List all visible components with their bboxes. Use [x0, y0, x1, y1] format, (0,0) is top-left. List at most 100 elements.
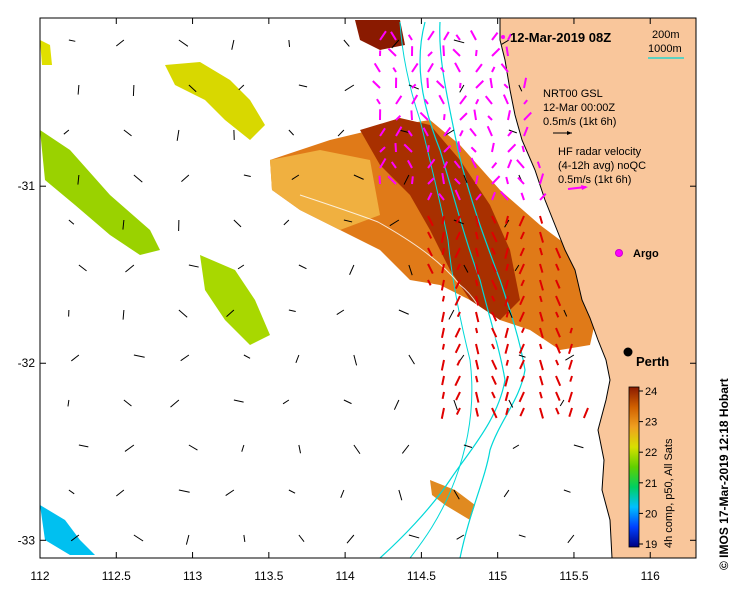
radar-vector [520, 279, 525, 287]
radar-vector [518, 391, 525, 403]
radar-vector [518, 263, 525, 275]
radar-vector [555, 375, 562, 387]
model-vector [225, 489, 235, 497]
radar-vector [470, 157, 477, 169]
radar-vector [427, 51, 433, 57]
radar-vector [394, 143, 397, 153]
radar-vector [443, 114, 446, 121]
radar-vector [520, 327, 525, 334]
radar-vector [419, 111, 429, 121]
radar-vector [442, 45, 445, 57]
radar-vector [475, 311, 480, 323]
radar-vector [376, 98, 381, 105]
radar-vector [489, 77, 493, 89]
radar-vector [411, 176, 414, 185]
radar-vector [423, 98, 429, 105]
radar-vector [475, 49, 478, 57]
radar-vector [427, 263, 434, 275]
radar-vector [504, 327, 509, 339]
argo-label: Argo [633, 248, 659, 260]
radar-vector [440, 407, 445, 419]
model-vector [343, 399, 352, 405]
x-tick-label: 115.5 [559, 569, 588, 583]
radar-vector [507, 110, 511, 121]
model-vector [408, 354, 415, 365]
radar-vector [470, 30, 477, 41]
radar-vector [555, 247, 562, 259]
model-vector [463, 174, 468, 184]
radar-vector [456, 311, 461, 318]
radar-vector [475, 231, 479, 240]
radar-vector [407, 159, 413, 169]
model-vector [231, 39, 235, 50]
radar-vector [390, 31, 397, 41]
radar-vector [475, 80, 485, 89]
radar-vector [459, 82, 462, 89]
radar-vector [539, 263, 544, 273]
radar-vector [390, 161, 397, 169]
x-tick-label: 112 [30, 569, 49, 583]
radar-vector [443, 161, 449, 169]
model-legend-line3: 0.5m/s (1kt 6h) [543, 116, 616, 128]
radar-vector [536, 161, 541, 169]
radar-vector [555, 391, 561, 401]
model-vector [349, 264, 355, 275]
radar-vector [373, 62, 381, 73]
radar-vector [475, 359, 480, 370]
model-vector [133, 354, 145, 358]
radar-vector [484, 95, 493, 105]
radar-vector [491, 247, 496, 255]
radar-vector [455, 407, 461, 416]
radar-vector [505, 407, 509, 416]
radar-vector [427, 192, 433, 201]
model-vector [122, 219, 125, 230]
model-vector [170, 399, 180, 408]
sst-patch-corner [40, 40, 52, 65]
radar-vector [475, 375, 479, 383]
model-vector [518, 354, 526, 358]
radar-vector [454, 189, 461, 201]
model-vector [343, 219, 353, 223]
radar-vector [519, 231, 525, 240]
argo-float-marker [615, 249, 623, 257]
model-vector [237, 264, 245, 270]
radar-vector [539, 295, 543, 303]
radar-vector [491, 375, 497, 385]
model-vector [77, 174, 80, 185]
radar-vector [427, 158, 436, 169]
model-vector [353, 444, 361, 455]
model-vector [337, 129, 345, 137]
radar-vector [379, 127, 386, 137]
radar-vector [504, 375, 509, 387]
bathymetry-200m [439, 21, 526, 559]
radar-vector [504, 247, 509, 259]
model-vector [298, 264, 307, 270]
radar-vector [427, 279, 432, 286]
x-tick-label: 113.5 [254, 569, 283, 583]
y-tick-label: -33 [18, 533, 36, 547]
radar-vector [518, 343, 525, 354]
radar-vector [453, 160, 461, 169]
model-vector [398, 129, 410, 134]
model-vector [78, 444, 89, 448]
radar-vector [505, 215, 509, 224]
model-vector [563, 489, 571, 493]
radar-vector [443, 144, 452, 153]
radar-vector [440, 66, 445, 73]
model-vector [518, 84, 523, 92]
radar-vector [426, 77, 429, 89]
radar-vector [568, 359, 573, 370]
model-vector [295, 354, 300, 364]
radar-vector [427, 62, 434, 73]
model-vector [181, 174, 190, 182]
radar-vector [539, 215, 544, 224]
radar-vector [459, 129, 464, 137]
model-vector [78, 264, 87, 272]
radar-vector [523, 126, 529, 137]
radar-vector [491, 215, 497, 224]
model-vector [180, 354, 190, 362]
model-vector [125, 264, 135, 273]
radar-vector [475, 215, 480, 227]
model-vector [398, 489, 403, 501]
radar-vector [422, 127, 429, 137]
